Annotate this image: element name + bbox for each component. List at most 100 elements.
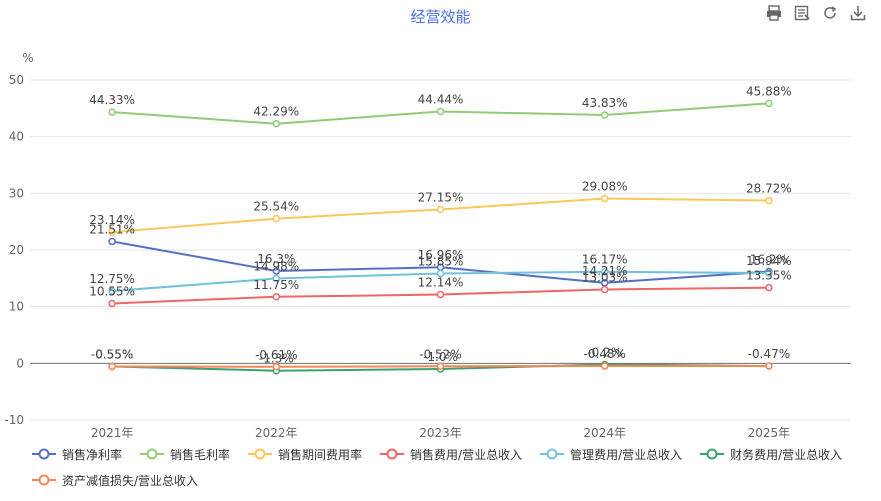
legend-item[interactable]: 销售期间费用率 [248, 447, 363, 462]
data-label: 27.15% [418, 190, 464, 204]
legend-swatch-icon [32, 474, 56, 486]
data-label: -0.2% [587, 345, 622, 359]
legend-item[interactable]: 销售净利率 [32, 447, 123, 462]
data-point[interactable] [436, 290, 445, 299]
data-point[interactable] [765, 196, 773, 205]
data-label: 25.54% [253, 200, 299, 214]
legend-item[interactable]: 销售费用/营业总收入 [380, 447, 523, 462]
line-chart: -10 0 10 20 30 40 50% 2021年 2022年 2023年 2024年 2025年… [4, 51, 851, 440]
data-label: 29.08% [582, 180, 628, 194]
data-point[interactable] [272, 274, 281, 283]
legend-label: 资产减值损失/营业总收入 [62, 473, 199, 488]
data-label: 14.98% [253, 259, 299, 273]
data-label: 16.96% [418, 248, 464, 262]
data-point[interactable] [108, 108, 116, 116]
legend-label: 销售期间费用率 [278, 447, 363, 462]
data-point[interactable] [108, 299, 116, 308]
legend-item[interactable]: 财务费用/营业总收入 [700, 447, 843, 462]
data-label: 43.83% [582, 96, 628, 110]
legend-label: 销售毛利率 [170, 447, 231, 462]
data-label: -1.3% [259, 352, 294, 366]
data-point[interactable] [108, 228, 116, 236]
data-label: 45.88% [746, 84, 792, 98]
y-tick-label: 20 [9, 243, 24, 257]
data-point[interactable] [765, 99, 773, 108]
data-point[interactable] [272, 119, 281, 128]
data-label: 21.51% [89, 222, 135, 236]
x-tick-label: 2023年 [419, 426, 462, 440]
data-point[interactable] [600, 267, 609, 276]
legend-swatch-icon [540, 448, 565, 460]
data-label: 13.03% [582, 270, 628, 284]
data-label: 28.72% [746, 182, 792, 196]
chart-legend: 销售净利率 销售毛利率 销售期间费用率 销售费用/营业总收入 管理费用/营业总收入 财务费… [32, 447, 872, 488]
print-icon[interactable] [765, 4, 783, 22]
x-tick-label: 2022年 [255, 426, 298, 440]
data-point[interactable] [272, 293, 281, 301]
data-point[interactable] [436, 107, 445, 116]
data-label: -0.52% [419, 347, 461, 361]
legend-item[interactable]: 资产减值损失/营业总收入 [32, 473, 199, 488]
data-label: 15.94% [746, 254, 792, 268]
data-label: 15.85% [418, 255, 464, 269]
data-point[interactable] [108, 287, 116, 295]
x-tick-label: 2024年 [583, 426, 626, 440]
legend-swatch-icon [32, 448, 56, 460]
data-label: 23.14% [89, 213, 135, 227]
legend-item[interactable]: 销售毛利率 [140, 447, 231, 462]
data-label: -1.0% [423, 350, 458, 364]
y-tick-label: -10 [4, 413, 24, 427]
data-label: 16.2% [750, 253, 788, 267]
data-point[interactable] [600, 194, 609, 203]
refresh-icon[interactable] [821, 4, 839, 22]
data-label: 42.29% [253, 105, 299, 119]
data-label: -0.61% [255, 348, 297, 362]
y-tick-label: 50 [9, 73, 24, 87]
data-label: 44.44% [418, 93, 464, 107]
y-tick-label: 10 [9, 300, 24, 314]
data-label: -0.48% [583, 347, 625, 361]
y-tick-label: 30 [9, 186, 24, 200]
data-point[interactable] [765, 362, 773, 370]
data-label: -0.55% [91, 347, 133, 361]
legend-swatch-icon [380, 448, 405, 460]
data-point[interactable] [600, 111, 609, 119]
legend-swatch-icon [140, 448, 165, 460]
data-label: 16.3% [257, 252, 295, 266]
legend-swatch-icon [700, 448, 725, 460]
data-point[interactable] [765, 269, 773, 277]
data-point[interactable] [436, 205, 445, 214]
data-label: 10.55% [89, 285, 135, 299]
data-point[interactable] [272, 267, 281, 275]
download-icon[interactable] [849, 4, 867, 22]
data-point[interactable] [600, 285, 609, 294]
legend-label: 财务费用/营业总收入 [730, 447, 843, 462]
data-label: 11.75% [253, 278, 299, 292]
legend-label: 销售净利率 [62, 447, 123, 462]
data-point[interactable] [108, 362, 116, 371]
data-view-icon[interactable] [793, 4, 811, 22]
data-label: -0.47% [748, 347, 790, 361]
chart-toolbox [765, 4, 867, 22]
data-point[interactable] [272, 363, 281, 371]
y-axis-label: % [22, 51, 33, 65]
legend-label: 管理费用/营业总收入 [570, 447, 683, 462]
x-tick-label: 2021年 [91, 426, 134, 440]
legend-label: 销售费用/营业总收入 [410, 447, 523, 462]
legend-swatch-icon [248, 448, 273, 460]
data-point[interactable] [436, 269, 445, 278]
data-point[interactable] [600, 362, 609, 370]
data-label: 14.21% [582, 264, 628, 278]
data-label: -0.55% [91, 347, 133, 361]
legend-item[interactable]: 管理费用/营业总收入 [540, 447, 683, 462]
data-label: 12.75% [89, 272, 135, 286]
data-point[interactable] [108, 237, 116, 246]
data-label: 13.35% [746, 269, 792, 283]
chart-title: 经营效能 [410, 8, 471, 26]
y-tick-label: 0 [16, 356, 24, 370]
data-point[interactable] [272, 214, 281, 223]
data-point[interactable] [765, 283, 773, 292]
data-label: 12.14% [418, 276, 464, 290]
x-tick-label: 2025年 [748, 426, 791, 440]
data-point[interactable] [436, 362, 445, 371]
